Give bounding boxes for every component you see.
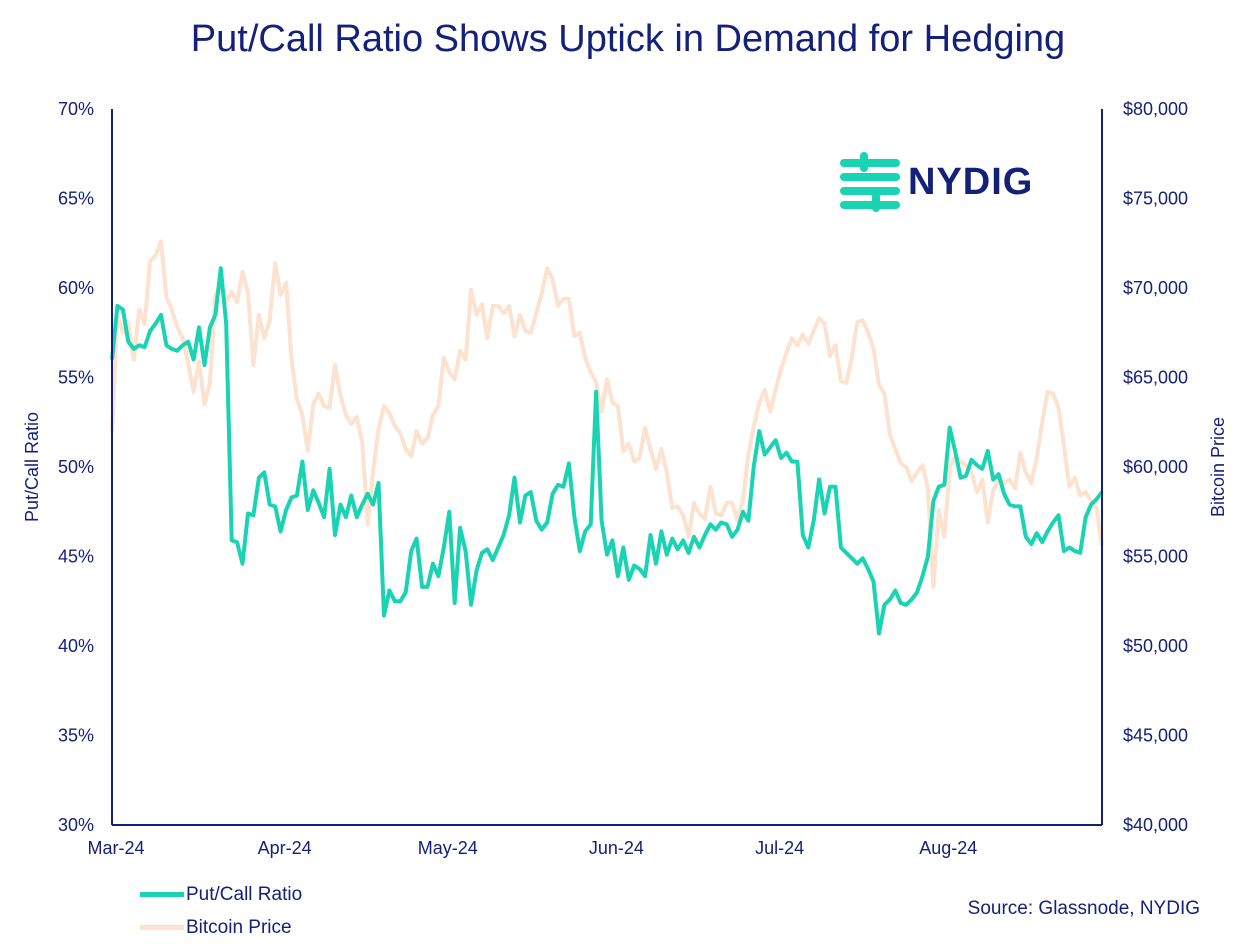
y2-tick-label: $65,000 [1123,368,1188,388]
y-tick-label: 30% [58,815,94,835]
legend-label-put-call: Put/Call Ratio [186,883,303,905]
x-tick-label: Mar-24 [87,838,144,858]
y-tick-label: 55% [58,368,94,388]
y2-tick-label: $55,000 [1123,547,1188,567]
y2-tick-label: $50,000 [1123,636,1188,656]
chart-title: Put/Call Ratio Shows Uptick in Demand fo… [190,18,1066,60]
y2-axis-title: Bitcoin Price [1208,417,1228,517]
y2-tick-label: $70,000 [1123,278,1188,298]
x-tick-label: May-24 [418,838,478,858]
series-put-call-ratio-line [110,266,1104,636]
legend-label-bitcoin: Bitcoin Price [186,916,292,938]
source-note: Source: Glassnode, NYDIG [967,898,1200,919]
legend-item-put-call: Put/Call Ratio [140,878,302,911]
nydig-logo-icon [840,152,900,212]
x-tick-label: Apr-24 [258,838,312,858]
x-tick-label: Jun-24 [589,838,644,858]
y-tick-label: 70% [58,99,94,119]
y-tick-label: 60% [58,278,94,298]
y2-tick-label: $45,000 [1123,726,1188,746]
legend-item-bitcoin: Bitcoin Price [140,911,302,944]
legend-swatch-bitcoin [140,925,184,930]
legend-swatch-put-call [140,892,184,897]
y-axis-title: Put/Call Ratio [22,412,42,522]
series-bitcoin-price-line [110,239,1104,589]
y-tick-label: 40% [58,636,94,656]
ticks-layer: 30% 35% 40% 45% 50% 55% 60% 65% 70% $40,000 $45,00… [58,99,1188,858]
y-tick-label: 35% [58,726,94,746]
nydig-logo: NYDIG [840,152,1033,212]
y2-tick-label: $80,000 [1123,99,1188,119]
x-tick-label: Aug-24 [919,838,977,858]
plot-layer [110,239,1104,636]
y2-tick-label: $75,000 [1123,189,1188,209]
y2-tick-label: $60,000 [1123,457,1188,477]
nydig-logo-text: NYDIG [908,160,1034,203]
y-tick-label: 65% [58,189,94,209]
legend: Put/Call Ratio Bitcoin Price [140,878,302,944]
y2-tick-label: $40,000 [1123,815,1188,835]
x-tick-label: Jul-24 [755,838,804,858]
y-tick-label: 50% [58,457,94,477]
y-tick-label: 45% [58,547,94,567]
